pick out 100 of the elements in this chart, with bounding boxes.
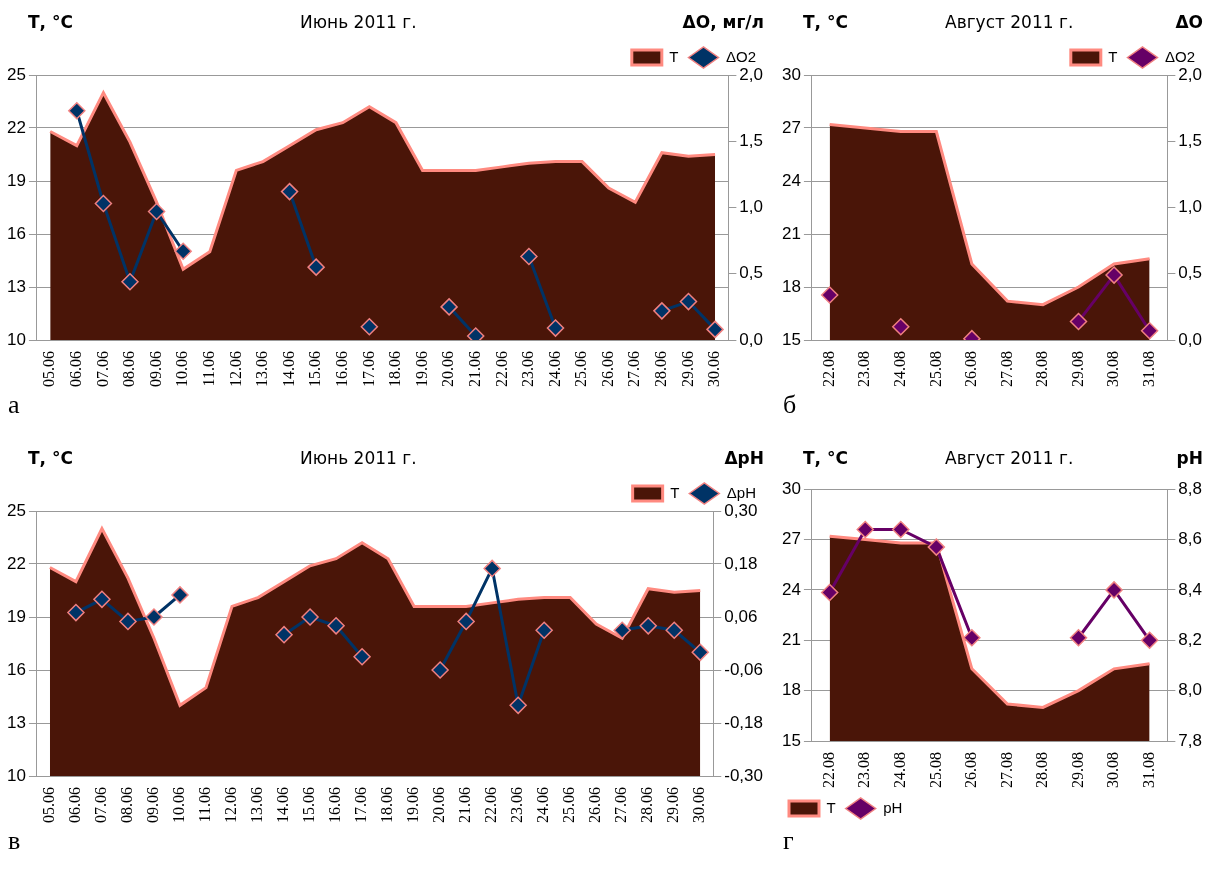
- point: [892, 520, 910, 539]
- y-tick-label: 18: [781, 680, 801, 700]
- point: [665, 621, 683, 639]
- x-tick-label: 28.08: [1033, 752, 1051, 788]
- y-tick-label: 10: [6, 329, 26, 349]
- x-tick-label: 30.06: [690, 787, 708, 823]
- y2-tick-label: 0,5: [1178, 263, 1203, 283]
- legend-label: Т: [1108, 47, 1118, 65]
- y2-tick-label: 2,0: [739, 64, 764, 84]
- legend-label: ΔO2: [725, 47, 756, 65]
- y-tick-label: 10: [6, 765, 26, 785]
- x-tick-label: 21.06: [456, 787, 474, 823]
- y-tick-label: 15: [781, 730, 801, 750]
- point: [856, 520, 874, 539]
- x-tick-label: 25.08: [926, 752, 944, 788]
- x-tick-label: 27.06: [625, 351, 643, 387]
- point: [301, 608, 319, 626]
- point: [1140, 321, 1159, 340]
- x-tick-label: 18.06: [386, 351, 404, 387]
- x-tick-label: 09.06: [146, 351, 164, 387]
- x-tick-label: 30.08: [1104, 752, 1122, 788]
- x-tick-label: 28.08: [1033, 351, 1051, 387]
- y-tick-label: 13: [6, 276, 26, 296]
- y-tick-label: 24: [781, 579, 801, 599]
- point: [457, 612, 475, 631]
- y-tick-label: 22: [6, 553, 26, 573]
- x-tick-label: 13.06: [253, 351, 271, 387]
- point: [440, 298, 458, 316]
- x-tick-label: 25.06: [560, 787, 578, 823]
- x-tick-label: 19.06: [404, 787, 422, 823]
- point: [171, 586, 189, 604]
- y2-axis-title: ΔрН: [724, 448, 764, 468]
- y-tick-label: 18: [781, 276, 801, 296]
- x-tick-label: 22.06: [482, 787, 500, 823]
- x-tick-label: 30.08: [1104, 351, 1122, 387]
- x-tick-label: 06.06: [67, 351, 84, 387]
- y-tick-label: 16: [6, 659, 26, 679]
- y2-tick-label: 1,5: [1178, 130, 1203, 150]
- y-tick-label: 21: [781, 223, 801, 243]
- point: [483, 559, 501, 578]
- x-tick-label: 17.06: [359, 351, 377, 387]
- x-tick-label: 06.06: [66, 787, 84, 823]
- point: [546, 319, 565, 337]
- x-tick-label: 27.06: [612, 787, 630, 823]
- point: [121, 272, 139, 291]
- y-tick-label: 27: [781, 117, 801, 137]
- y2-tick-label: 1,0: [739, 197, 764, 217]
- y-tick-label: 24: [781, 170, 801, 190]
- chart-title: Июнь 2011 г.: [300, 12, 417, 32]
- point: [174, 242, 192, 260]
- x-tick-label: 09.06: [144, 787, 162, 823]
- y2-tick-label: 8,8: [1178, 478, 1203, 498]
- legend-label: Т: [669, 47, 679, 65]
- x-tick-label: 16.06: [332, 351, 350, 387]
- point: [613, 621, 631, 639]
- y2-tick-label: 0,5: [739, 263, 764, 283]
- point: [535, 621, 553, 639]
- y2-tick-label: -0,06: [724, 659, 763, 679]
- y-tick-label: 15: [781, 329, 801, 349]
- point: [820, 286, 839, 304]
- point: [1140, 631, 1159, 650]
- x-tick-label: 24.06: [534, 787, 552, 823]
- point: [67, 603, 85, 622]
- point: [431, 661, 449, 679]
- x-tick-label: 24.08: [890, 351, 908, 387]
- y2-tick-label: 0,0: [1178, 329, 1203, 349]
- x-tick-label: 24.06: [545, 351, 563, 387]
- point: [1105, 266, 1123, 284]
- x-tick-label: 17.06: [352, 787, 370, 823]
- y-axis-title: Т, °С: [28, 12, 73, 32]
- point: [275, 625, 293, 644]
- point: [1105, 581, 1123, 599]
- x-tick-label: 29.08: [1068, 351, 1086, 387]
- x-tick-label: 23.06: [519, 351, 537, 387]
- y-axis-title: Т, °С: [803, 448, 848, 468]
- y-tick-label: 22: [6, 117, 26, 137]
- point: [691, 643, 709, 662]
- x-tick-label: 05.06: [40, 787, 58, 823]
- x-tick-label: 10.06: [173, 351, 191, 387]
- point: [520, 247, 538, 266]
- y-tick-label: 16: [6, 223, 26, 243]
- x-tick-label: 20.06: [430, 787, 448, 823]
- y2-tick-label: 8,6: [1178, 529, 1203, 549]
- x-tick-label: 28.06: [638, 787, 656, 823]
- x-tick-label: 10.06: [170, 787, 188, 823]
- point: [639, 617, 657, 635]
- y-tick-label: 25: [6, 500, 26, 520]
- y-tick-label: 25: [6, 64, 26, 84]
- y-tick-label: 27: [781, 529, 801, 549]
- x-tick-label: 29.06: [678, 351, 696, 387]
- legend-label: ΔpH: [726, 483, 757, 501]
- point: [68, 102, 86, 120]
- y2-tick-label: 0,30: [724, 500, 758, 520]
- y2-tick-label: 8,4: [1178, 579, 1203, 599]
- point: [1069, 629, 1088, 647]
- chart-title: Август 2011 г.: [945, 448, 1074, 468]
- y2-tick-label: 1,0: [1178, 197, 1203, 217]
- y-tick-label: 30: [781, 64, 801, 84]
- chart-title: Июнь 2011 г.: [300, 448, 417, 468]
- legend-label: Т: [826, 798, 836, 816]
